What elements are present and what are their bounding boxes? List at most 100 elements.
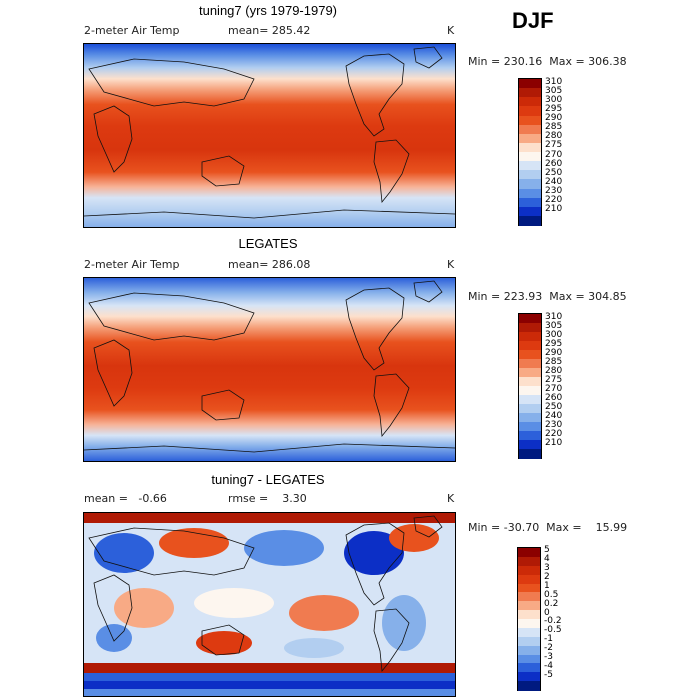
colorbar-tick-label: 270 [545, 383, 563, 394]
colorbar-swatch [519, 115, 541, 126]
colorbar-swatch [518, 583, 540, 593]
colorbar-swatch [518, 601, 540, 611]
colorbar-swatch [519, 152, 541, 162]
colorbar-swatch [519, 142, 541, 153]
colorbar-tick-label: 0 [544, 607, 550, 618]
colorbar-swatch [519, 395, 541, 405]
colorbar-swatch [518, 663, 540, 673]
colorbar-tick-label: 4 [544, 554, 550, 565]
colorbar-swatch [519, 170, 541, 180]
colorbar-swatch [519, 404, 541, 414]
panel3-map-image [84, 513, 455, 696]
colorbar-swatch [519, 449, 541, 459]
colorbar-swatch [518, 645, 540, 655]
colorbar-tick-label: 210 [545, 437, 563, 448]
panel1-title: tuning7 (yrs 1979-1979) [198, 3, 338, 18]
colorbar-swatch [519, 79, 541, 89]
colorbar-swatch [519, 161, 541, 171]
colorbar-tick-label: 290 [545, 347, 563, 358]
colorbar-tick-label: 295 [545, 103, 563, 114]
colorbar-tick-label: 280 [545, 365, 563, 376]
panel2-colorbar [518, 313, 542, 459]
colorbar-tick-label: 5 [544, 545, 550, 556]
colorbar-tick-label: -4 [544, 660, 553, 671]
colorbar-swatch [519, 88, 541, 98]
colorbar-tick-label: -2 [544, 643, 553, 654]
panel1-mean: mean= 285.42 [228, 24, 311, 37]
panel1-units: K [447, 24, 455, 37]
colorbar-swatch [519, 413, 541, 423]
panel2-units: K [447, 258, 455, 271]
colorbar-swatch [519, 188, 541, 199]
colorbar-swatch [518, 636, 540, 647]
colorbar-tick-label: 285 [545, 356, 563, 367]
colorbar-swatch [519, 368, 541, 378]
colorbar-swatch [519, 206, 541, 217]
colorbar-swatch [519, 314, 541, 324]
panel2-map-image [84, 278, 455, 461]
panel3-units: K [447, 492, 455, 505]
panel3-colorbar [517, 547, 541, 691]
colorbar-swatch [518, 592, 540, 602]
panel1-minmax: Min = 230.16 Max = 306.38 [468, 55, 627, 68]
colorbar-tick-label: 0.5 [544, 589, 559, 600]
panel1-map [83, 43, 456, 228]
panel1-colorbar [518, 78, 542, 226]
colorbar-tick-label: 260 [545, 158, 563, 169]
colorbar-tick-label: 230 [545, 186, 563, 197]
colorbar-tick-label: 310 [545, 76, 563, 87]
colorbar-swatch [519, 106, 541, 116]
panel1-variable: 2-meter Air Temp [84, 24, 180, 37]
panel2-map [83, 277, 456, 462]
colorbar-swatch [519, 197, 541, 208]
colorbar-tick-label: 260 [545, 392, 563, 403]
colorbar-swatch [518, 610, 540, 620]
colorbar-tick-label: 2 [544, 572, 550, 583]
colorbar-swatch [519, 386, 541, 396]
colorbar-swatch [519, 440, 541, 450]
panel2-mean: mean= 286.08 [228, 258, 311, 271]
colorbar-tick-label: 295 [545, 338, 563, 349]
colorbar-tick-label: 0.2 [544, 598, 559, 609]
colorbar-swatch [519, 323, 541, 333]
panel2-variable: 2-meter Air Temp [84, 258, 180, 271]
panel3-map [83, 512, 456, 697]
colorbar-tick-label: 300 [545, 94, 563, 105]
colorbar-tick-label: 305 [545, 320, 563, 331]
colorbar-tick-label: 210 [545, 204, 563, 215]
colorbar-tick-label: 310 [545, 311, 563, 322]
colorbar-tick-label: 1 [544, 580, 550, 591]
colorbar-tick-label: -0.5 [544, 625, 562, 636]
colorbar-swatch [519, 332, 541, 342]
colorbar-swatch [518, 619, 540, 629]
colorbar-tick-label: 230 [545, 419, 563, 430]
colorbar-swatch [519, 350, 541, 360]
panel2-title: LEGATES [238, 236, 298, 251]
colorbar-swatch [519, 124, 541, 135]
panel3-rmse: rmse = 3.30 [228, 492, 307, 505]
colorbar-tick-label: 220 [545, 428, 563, 439]
panel2-minmax: Min = 223.93 Max = 304.85 [468, 290, 627, 303]
colorbar-swatch [519, 341, 541, 351]
colorbar-swatch [518, 627, 540, 638]
colorbar-swatch [518, 548, 540, 558]
colorbar-tick-label: 275 [545, 374, 563, 385]
colorbar-tick-label: 285 [545, 122, 563, 133]
colorbar-tick-label: 290 [545, 113, 563, 124]
colorbar-tick-label: -5 [544, 669, 553, 680]
colorbar-tick-label: 240 [545, 410, 563, 421]
colorbar-tick-label: 220 [545, 195, 563, 206]
colorbar-swatch [518, 681, 540, 691]
colorbar-swatch [518, 654, 540, 664]
colorbar-tick-label: 305 [545, 85, 563, 96]
colorbar-swatch [519, 359, 541, 369]
colorbar-swatch [519, 133, 541, 144]
colorbar-swatch [519, 422, 541, 432]
colorbar-tick-label: 250 [545, 167, 563, 178]
colorbar-tick-label: 3 [544, 563, 550, 574]
colorbar-tick-label: 240 [545, 176, 563, 187]
colorbar-swatch [518, 574, 540, 584]
colorbar-swatch [519, 377, 541, 387]
colorbar-tick-label: 280 [545, 131, 563, 142]
colorbar-swatch [518, 672, 540, 682]
